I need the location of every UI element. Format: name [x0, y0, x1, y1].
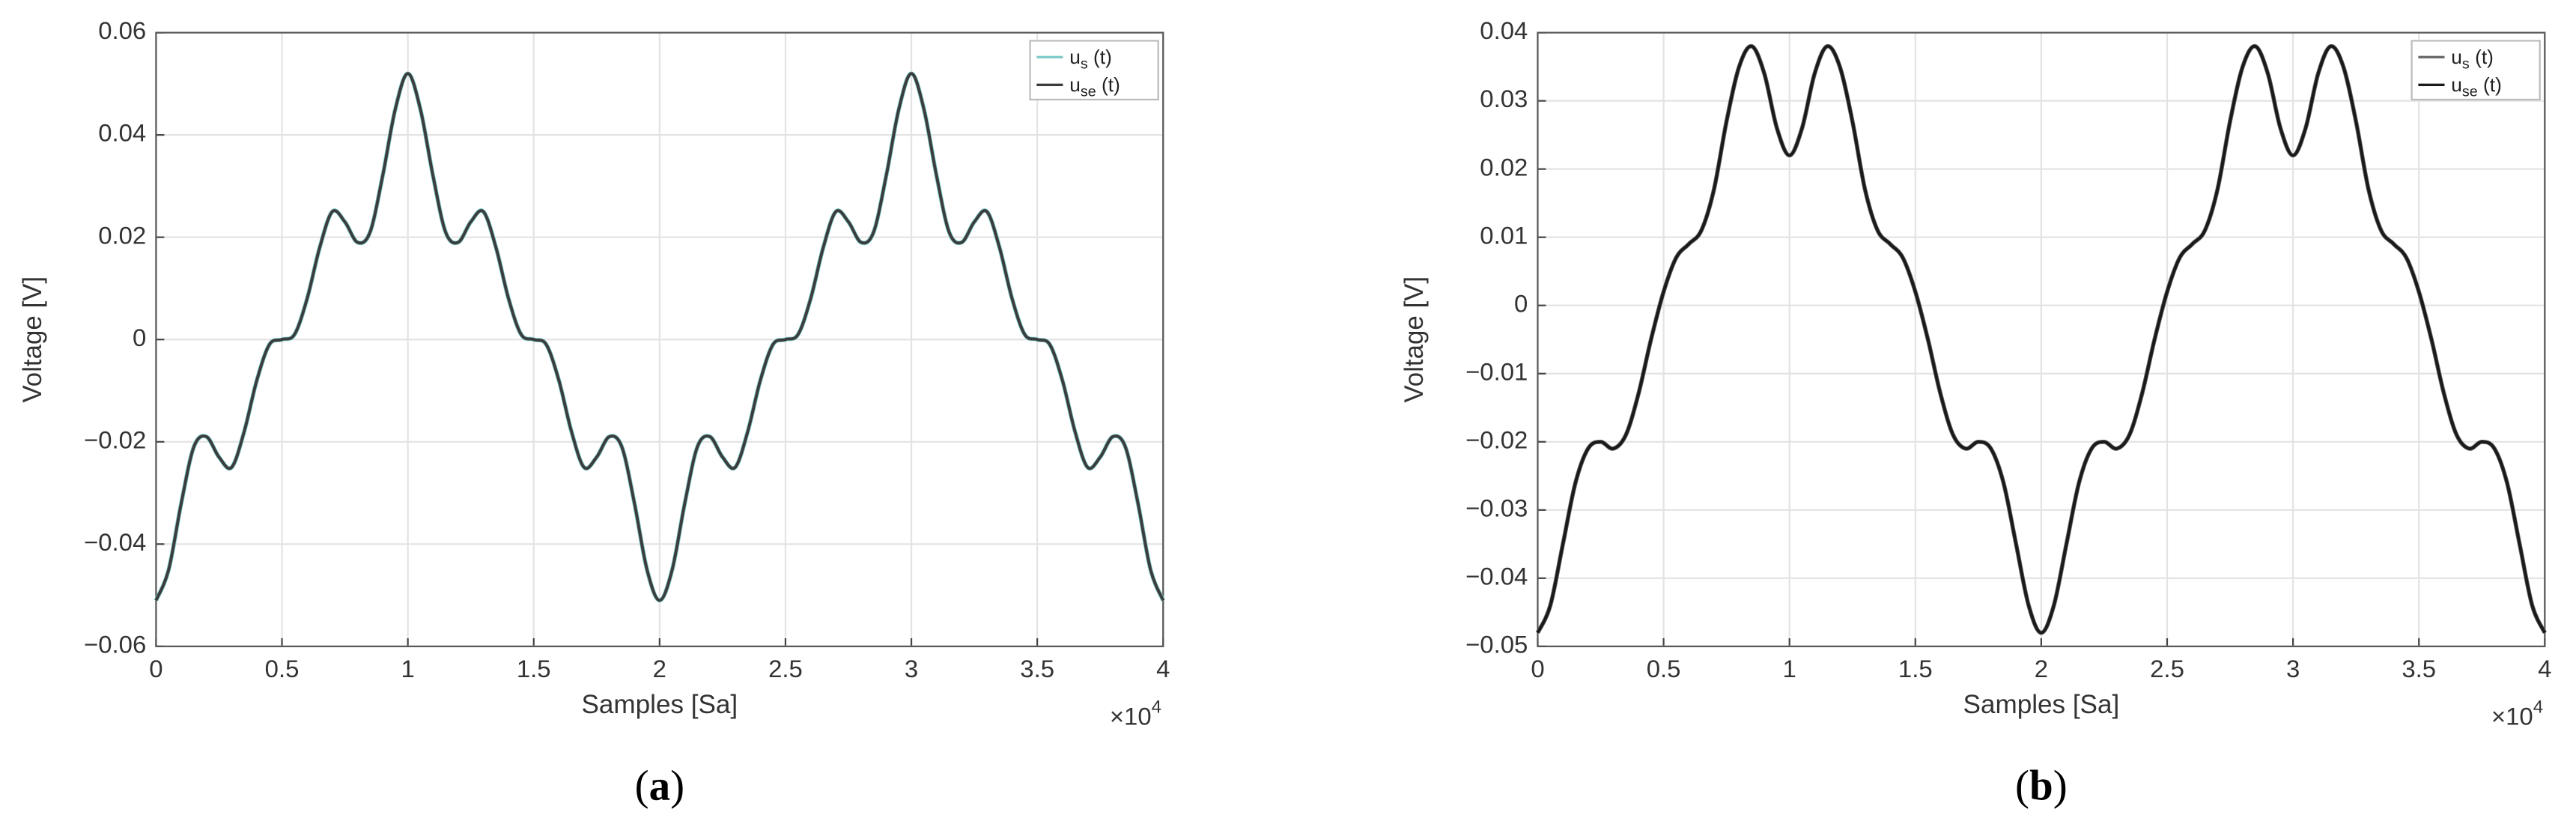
plot-frame — [155, 31, 1164, 647]
y-tick-label: −0.04 — [84, 528, 146, 556]
legend-box — [1029, 40, 1159, 101]
x-tick-label: 1 — [1783, 655, 1796, 682]
x-tick-label: 3 — [2286, 655, 2300, 682]
y-axis-label: Voltage [V] — [1400, 276, 1429, 403]
y-tick-label: 0.06 — [98, 16, 146, 44]
panel-label: (b) — [2015, 763, 2068, 810]
x-tick-label: 2.5 — [2150, 655, 2184, 682]
panel-label: (a) — [635, 763, 685, 810]
x-multiplier: ×104 — [1110, 697, 1161, 730]
x-tick-label: 2.5 — [768, 655, 803, 682]
series-line — [154, 72, 1165, 602]
y-tick-label: −0.03 — [1465, 494, 1528, 522]
legend-label: use (t) — [1069, 73, 1120, 100]
x-tick-label: 0.5 — [265, 655, 300, 682]
plot-frame — [1537, 31, 2546, 647]
chart-panel: 0 0.5 1 1.5 2 2.5 3 3.5 4 −0.05 −0.04 −0.03 −0.02 −0.… — [1400, 16, 2552, 809]
x-tick-label: 1 — [401, 655, 414, 682]
x-tick-label: 3.5 — [1020, 655, 1054, 682]
y-tick-label: −0.04 — [1465, 563, 1528, 590]
legend-label: use (t) — [2451, 73, 2502, 100]
x-multiplier: ×104 — [2491, 697, 2543, 730]
y-tick-label: 0.01 — [1480, 221, 1528, 249]
y-tick-label: 0.04 — [1480, 16, 1528, 44]
x-tick-label: 0.5 — [1647, 655, 1681, 682]
x-tick-label: 3.5 — [2402, 655, 2436, 682]
y-tick-label: −0.01 — [1465, 357, 1528, 385]
y-tick-label: 0 — [133, 324, 146, 351]
y-tick-label: 0.03 — [1480, 85, 1528, 112]
y-tick-label: 0.04 — [98, 119, 146, 147]
x-tick-label: 0 — [149, 655, 162, 682]
x-tick-label: 1.5 — [1898, 655, 1933, 682]
x-axis-label: Samples [Sa] — [582, 690, 738, 719]
legend-box — [2411, 40, 2541, 101]
x-tick-label: 4 — [1156, 655, 1170, 682]
y-tick-label: −0.02 — [1465, 426, 1528, 454]
x-tick-label: 1.5 — [517, 655, 551, 682]
x-axis-label: Samples [Sa] — [1963, 690, 2120, 719]
x-tick-label: 4 — [2538, 655, 2551, 682]
x-tick-label: 0 — [1531, 655, 1544, 682]
x-tick-label: 3 — [905, 655, 918, 682]
legend-label: us (t) — [1069, 46, 1112, 72]
y-axis-label: Voltage [V] — [18, 276, 47, 403]
y-tick-label: −0.06 — [84, 631, 146, 658]
series-line — [1536, 44, 2547, 634]
chart-panel: 0 0.5 1 1.5 2 2.5 3 3.5 4 −0.06 −0.04 −0.02 0 0.02 0.0… — [18, 16, 1170, 809]
legend-label: us (t) — [2451, 46, 2494, 72]
x-tick-label: 2 — [653, 655, 666, 682]
y-tick-label: −0.02 — [84, 426, 146, 454]
y-tick-label: 0.02 — [1480, 153, 1528, 181]
y-tick-label: −0.05 — [1465, 631, 1528, 658]
y-tick-label: 0.02 — [98, 221, 146, 249]
x-tick-label: 2 — [2035, 655, 2048, 682]
y-tick-label: 0 — [1514, 289, 1528, 317]
